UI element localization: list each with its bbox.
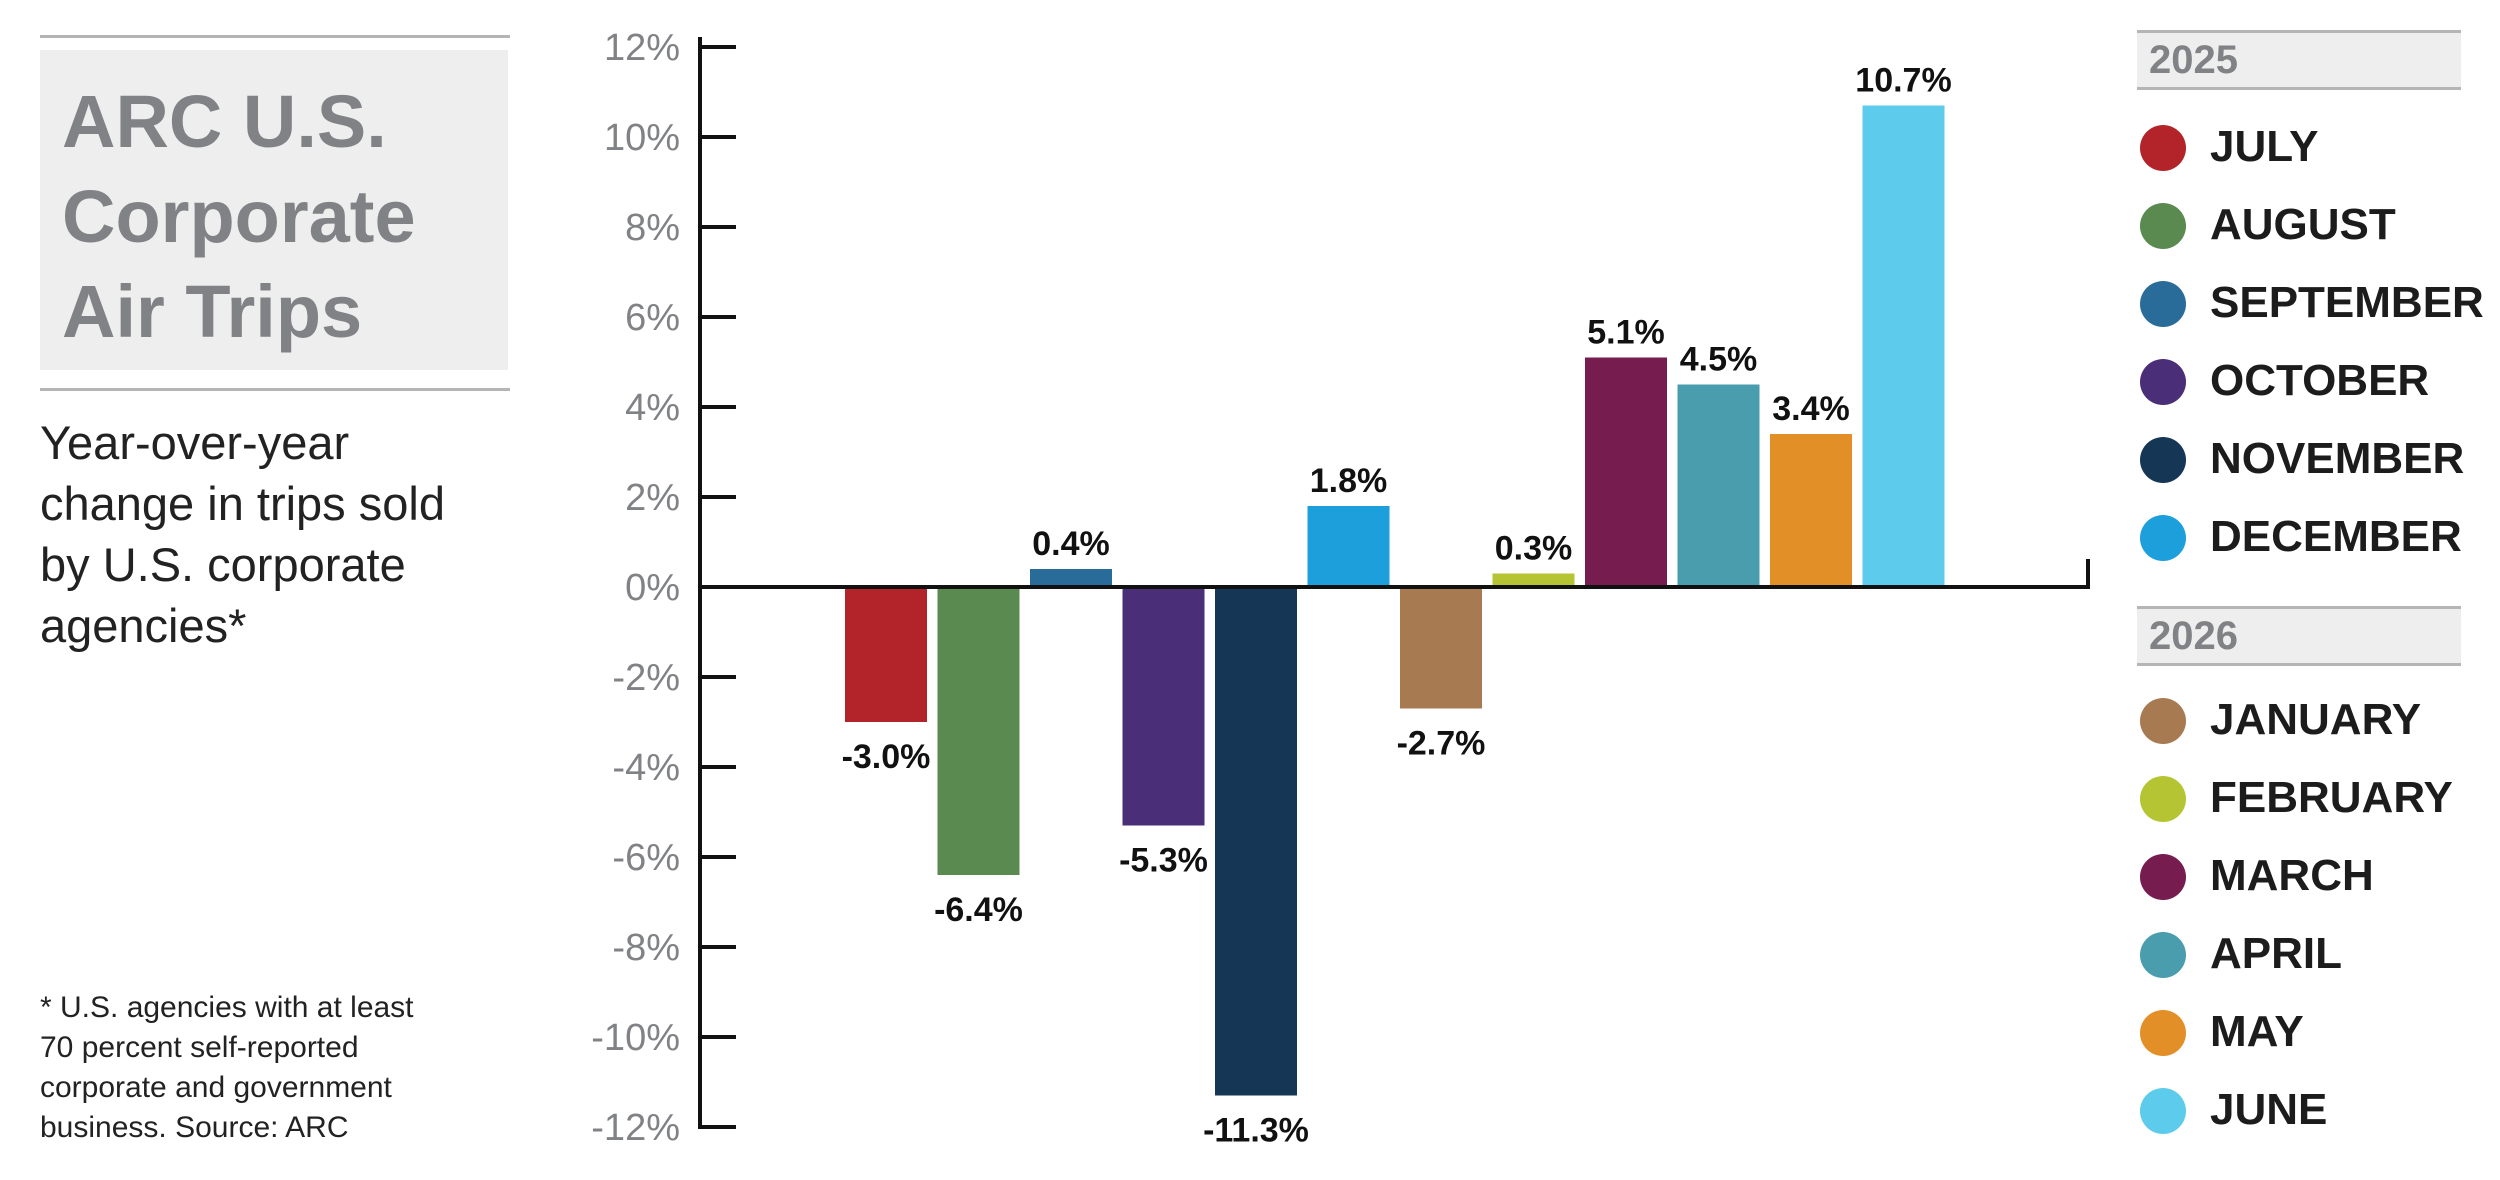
footnote-line: corporate and government <box>40 1071 392 1104</box>
data-label: -11.3% <box>1203 1112 1309 1150</box>
bar <box>937 587 1020 875</box>
data-label: 10.7% <box>1855 62 1951 100</box>
y-tick-label: -8% <box>612 927 680 969</box>
data-label: -3.0% <box>842 738 931 776</box>
legend-swatch <box>2140 698 2186 744</box>
data-label: 4.5% <box>1680 341 1758 379</box>
data-label: 5.1% <box>1587 314 1665 352</box>
legend-swatch <box>2140 203 2186 249</box>
bar <box>1215 587 1297 1096</box>
legend-label: JULY <box>2210 122 2319 171</box>
y-tick-label: 10% <box>604 117 680 159</box>
y-tick-label: -10% <box>591 1017 680 1059</box>
legend-label: DECEMBER <box>2210 512 2462 561</box>
legend-swatch <box>2140 281 2186 327</box>
y-tick-label: 4% <box>625 387 680 429</box>
legend-swatch <box>2140 854 2186 900</box>
bar <box>1585 357 1667 587</box>
legend-year-2025: 2025 <box>2137 30 2461 90</box>
footnote-line: 70 percent self-reported <box>40 1031 359 1064</box>
subtitle-line: by U.S. corporate <box>40 538 406 591</box>
legend-label: JUNE <box>2210 1085 2328 1134</box>
subtitle-line: change in trips sold <box>40 477 445 530</box>
bar <box>1307 506 1390 587</box>
legend-swatch <box>2140 515 2186 561</box>
page-title-line: ARC U.S. <box>62 80 387 163</box>
data-label: 0.3% <box>1495 530 1573 568</box>
legend-swatch <box>2140 359 2186 405</box>
y-tick-label: -6% <box>612 837 680 879</box>
y-tick-label: 8% <box>625 207 680 249</box>
footnote: * U.S. agencies with at least 70 percent… <box>40 988 480 1148</box>
legend-year-label: 2026 <box>2149 614 2238 658</box>
title-top-rule <box>40 35 510 38</box>
legend-swatch <box>2140 1010 2186 1056</box>
legend-swatch <box>2140 125 2186 171</box>
data-label: 1.8% <box>1310 462 1388 500</box>
legend-label: NOVEMBER <box>2210 434 2465 483</box>
legend-label: MAY <box>2210 1007 2304 1056</box>
data-label: -6.4% <box>934 891 1023 929</box>
footnote-line: * U.S. agencies with at least <box>40 991 414 1024</box>
data-label: -2.7% <box>1397 725 1486 763</box>
y-tick-label: 0% <box>625 567 680 609</box>
y-tick-label: -4% <box>612 747 680 789</box>
subtitle-line: agencies* <box>40 599 247 652</box>
page-title: ARC U.S. Corporate Air Trips <box>40 50 508 370</box>
legend-swatch <box>2140 932 2186 978</box>
bar <box>845 587 927 722</box>
y-tick-label: 12% <box>604 27 680 69</box>
data-label: -5.3% <box>1119 842 1208 880</box>
footnote-line: business. Source: ARC <box>40 1111 349 1144</box>
bar <box>1122 587 1205 826</box>
legend-label: OCTOBER <box>2210 356 2430 405</box>
bar <box>1030 569 1112 587</box>
legend-label: APRIL <box>2210 929 2342 978</box>
bar <box>1862 105 1945 587</box>
legend-label: SEPTEMBER <box>2210 278 2484 327</box>
y-tick-label: -2% <box>612 657 680 699</box>
legend-label: MARCH <box>2210 851 2374 900</box>
y-tick-label: 2% <box>625 477 680 519</box>
legend-year-2026: 2026 <box>2137 606 2461 666</box>
bar <box>1400 587 1482 709</box>
legend-label: FEBRUARY <box>2210 773 2453 822</box>
y-tick-label: -12% <box>591 1107 680 1149</box>
title-bottom-rule <box>40 388 510 391</box>
legend-swatch <box>2140 776 2186 822</box>
subtitle-line: Year-over-year <box>40 416 350 469</box>
data-label: 0.4% <box>1032 525 1110 563</box>
data-label: 3.4% <box>1772 390 1850 428</box>
page-title-line: Corporate <box>62 175 416 258</box>
chart-subtitle: Year-over-year change in trips sold by U… <box>40 412 520 656</box>
legend-label: JANUARY <box>2210 695 2422 744</box>
bar <box>1492 573 1575 587</box>
bar <box>1677 384 1760 587</box>
legend-swatch <box>2140 437 2186 483</box>
legend-label: AUGUST <box>2210 200 2396 249</box>
legend-swatch <box>2140 1088 2186 1134</box>
legend-year-label: 2025 <box>2149 38 2238 82</box>
page-title-line: Air Trips <box>62 270 363 353</box>
bar <box>1770 434 1852 587</box>
y-tick-label: 6% <box>625 297 680 339</box>
